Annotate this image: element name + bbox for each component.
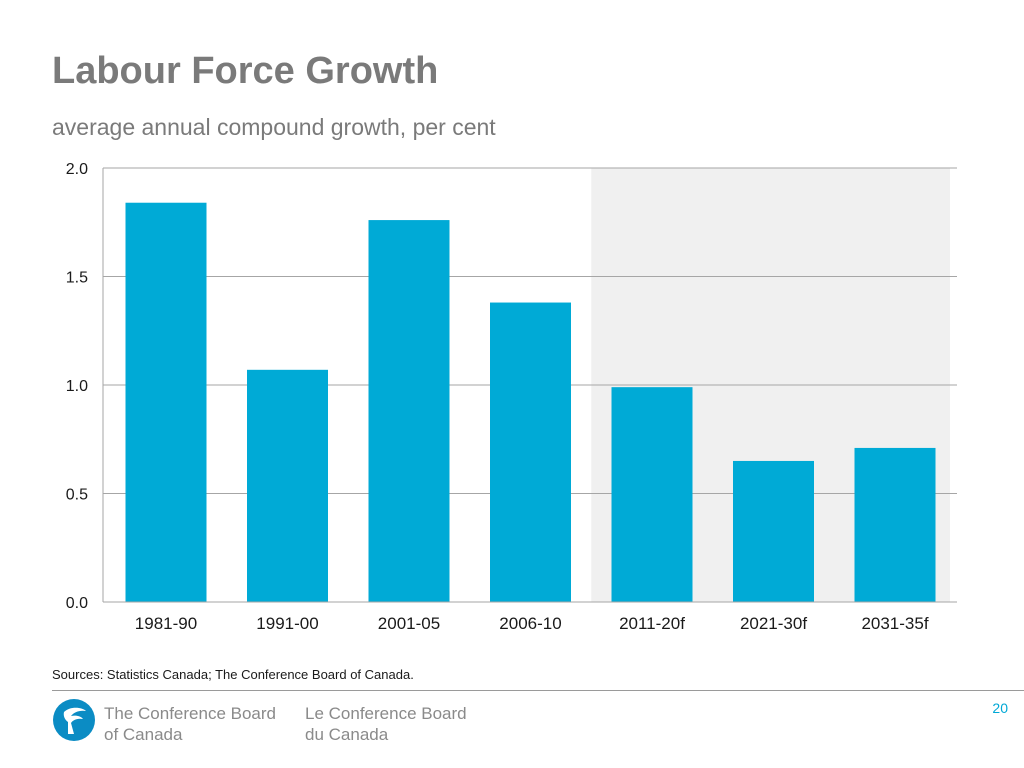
org-name-english: The Conference Board of Canada [104, 703, 276, 745]
bar [368, 220, 450, 602]
x-tick-label: 2006-10 [499, 614, 561, 633]
bar-chart: 0.0 0.5 1.0 1.5 2.0 1981-90 1991-00 2001-05 2006… [66, 161, 957, 633]
slide-subtitle: average annual compound growth, per cent [52, 114, 496, 140]
bar [247, 369, 328, 602]
slide-title: Labour Force Growth [52, 50, 439, 92]
y-tick-label: 0.5 [66, 487, 88, 504]
org-name-french-line1: Le Conference Board [305, 704, 467, 723]
org-name-english-line2: of Canada [104, 725, 183, 744]
x-tick-label: 2011-20f [619, 614, 685, 633]
x-tick-label: 2031-35f [861, 614, 928, 633]
y-tick-label: 1.5 [66, 270, 88, 287]
org-name-french-line2: du Canada [305, 725, 389, 744]
x-tick-label: 2021-30f [740, 614, 807, 633]
bar [733, 460, 814, 602]
x-tick-label: 2001-05 [378, 614, 440, 633]
footer-divider [52, 690, 1024, 691]
x-tick-label: 1991-00 [256, 614, 318, 633]
bar [854, 447, 936, 602]
bar [490, 302, 571, 602]
source-note: Sources: Statistics Canada; The Conferen… [52, 667, 414, 682]
org-name-french: Le Conference Board du Canada [305, 703, 467, 745]
page-number: 20 [992, 700, 1008, 716]
y-tick-label: 0.0 [66, 595, 88, 612]
y-tick-label: 1.0 [66, 378, 88, 395]
y-tick-label: 2.0 [66, 161, 88, 178]
conference-board-logo-icon [53, 699, 95, 741]
org-name-english-line1: The Conference Board [104, 704, 276, 723]
bar [611, 387, 693, 602]
x-tick-label: 1981-90 [135, 614, 197, 633]
bar [125, 202, 207, 602]
